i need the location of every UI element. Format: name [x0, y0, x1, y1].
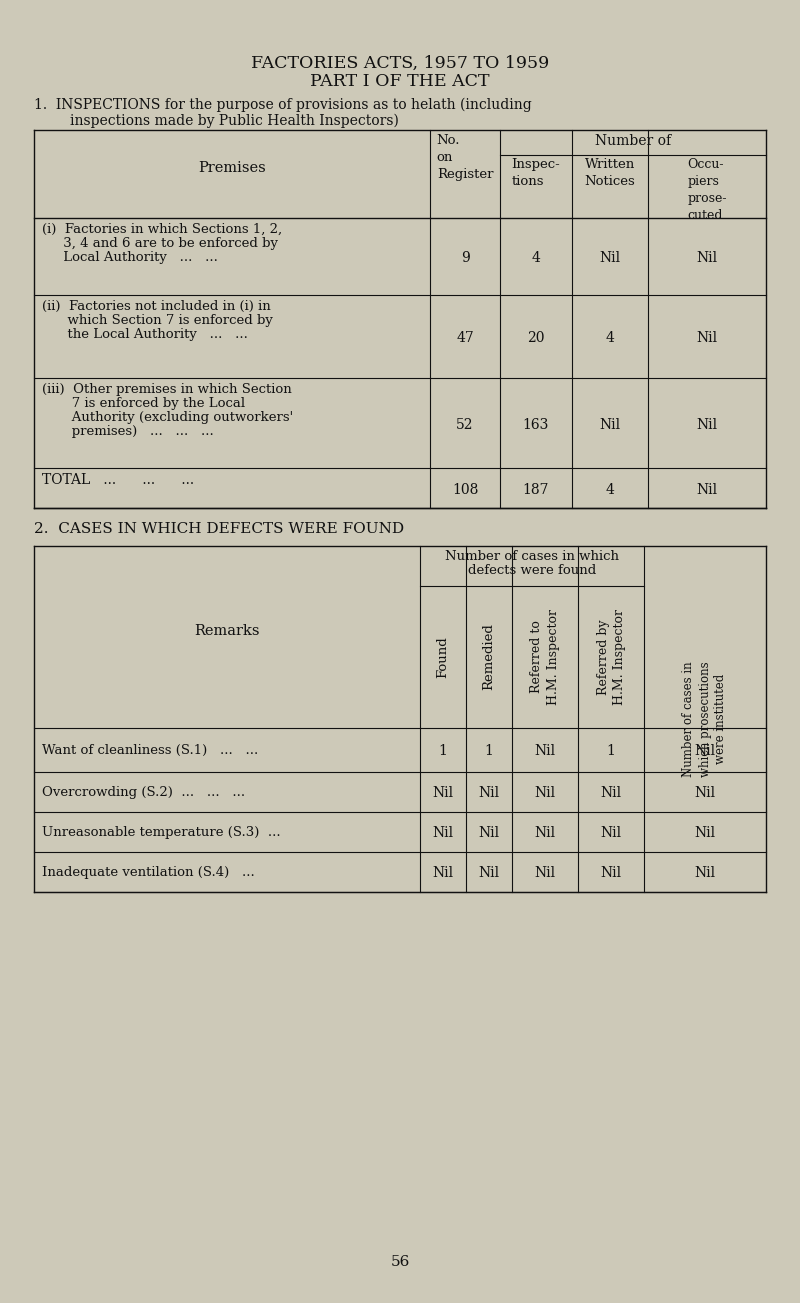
Text: Remedied: Remedied [482, 624, 495, 691]
Text: premises)   ...   ...   ...: premises) ... ... ... [42, 425, 214, 438]
Text: Nil: Nil [601, 786, 622, 800]
Text: Nil: Nil [478, 866, 499, 880]
Text: Nil: Nil [601, 866, 622, 880]
Text: Nil: Nil [433, 786, 454, 800]
Text: 20: 20 [527, 331, 545, 345]
Text: 1: 1 [485, 744, 494, 758]
Text: Nil: Nil [599, 418, 621, 433]
Text: 1.  INSPECTIONS for the purpose of provisions as to helath (including: 1. INSPECTIONS for the purpose of provis… [34, 98, 532, 112]
Text: 7 is enforced by the Local: 7 is enforced by the Local [42, 397, 245, 410]
Text: (iii)  Other premises in which Section: (iii) Other premises in which Section [42, 383, 292, 396]
Text: PART I OF THE ACT: PART I OF THE ACT [310, 73, 490, 90]
Text: Remarks: Remarks [194, 624, 260, 638]
Text: Nil: Nil [433, 866, 454, 880]
Text: TOTAL   ...      ...      ...: TOTAL ... ... ... [42, 473, 194, 487]
Text: (ii)  Factories not included in (i) in: (ii) Factories not included in (i) in [42, 300, 270, 313]
Text: (i)  Factories in which Sections 1, 2,: (i) Factories in which Sections 1, 2, [42, 223, 282, 236]
Text: Nil: Nil [694, 826, 715, 840]
Text: FACTORIES ACTS, 1957 TO 1959: FACTORIES ACTS, 1957 TO 1959 [251, 55, 549, 72]
Text: Nil: Nil [601, 826, 622, 840]
Text: Nil: Nil [697, 331, 718, 345]
Text: 2.  CASES IN WHICH DEFECTS WERE FOUND: 2. CASES IN WHICH DEFECTS WERE FOUND [34, 523, 404, 536]
Text: Nil: Nil [534, 826, 555, 840]
Text: 4: 4 [606, 331, 614, 345]
Text: Nil: Nil [694, 866, 715, 880]
Text: No.
on
Register: No. on Register [437, 134, 494, 181]
Text: Number of cases in
which prosecutions
were instituted: Number of cases in which prosecutions we… [682, 661, 727, 777]
Text: Nil: Nil [697, 483, 718, 496]
Text: Written
Notices: Written Notices [585, 158, 635, 188]
Text: Premises: Premises [198, 162, 266, 175]
Text: Referred by
H.M. Inspector: Referred by H.M. Inspector [597, 609, 626, 705]
Text: Number of: Number of [595, 134, 671, 149]
Text: Nil: Nil [433, 826, 454, 840]
Text: 3, 4 and 6 are to be enforced by: 3, 4 and 6 are to be enforced by [42, 237, 278, 250]
Text: Local Authority   ...   ...: Local Authority ... ... [42, 251, 218, 265]
Text: 187: 187 [522, 483, 550, 496]
Text: 52: 52 [456, 418, 474, 433]
Text: Referred to
H.M. Inspector: Referred to H.M. Inspector [530, 609, 559, 705]
Text: Inadequate ventilation (S.4)   ...: Inadequate ventilation (S.4) ... [42, 866, 254, 880]
Text: Nil: Nil [599, 251, 621, 266]
Text: Overcrowding (S.2)  ...   ...   ...: Overcrowding (S.2) ... ... ... [42, 786, 245, 799]
Text: 1: 1 [606, 744, 615, 758]
Text: 56: 56 [390, 1255, 410, 1269]
Text: 9: 9 [461, 251, 470, 266]
Text: 1: 1 [438, 744, 447, 758]
Text: Unreasonable temperature (S.3)  ...: Unreasonable temperature (S.3) ... [42, 826, 281, 839]
Text: Authority (excluding outworkers': Authority (excluding outworkers' [42, 410, 294, 423]
Text: 4: 4 [531, 251, 541, 266]
Text: Nil: Nil [534, 866, 555, 880]
Text: defects were found: defects were found [468, 564, 596, 577]
Text: Found: Found [437, 636, 450, 678]
Text: Nil: Nil [697, 418, 718, 433]
Text: inspections made by Public Health Inspectors): inspections made by Public Health Inspec… [70, 113, 399, 129]
Text: Nil: Nil [478, 786, 499, 800]
Text: Nil: Nil [694, 744, 715, 758]
Text: 108: 108 [452, 483, 478, 496]
Text: Number of cases in which: Number of cases in which [445, 550, 619, 563]
Text: Nil: Nil [478, 826, 499, 840]
Text: 47: 47 [456, 331, 474, 345]
Text: Want of cleanliness (S.1)   ...   ...: Want of cleanliness (S.1) ... ... [42, 744, 258, 757]
Text: which Section 7 is enforced by: which Section 7 is enforced by [42, 314, 273, 327]
Text: Nil: Nil [534, 744, 555, 758]
Text: 163: 163 [523, 418, 549, 433]
Text: 4: 4 [606, 483, 614, 496]
Text: the Local Authority   ...   ...: the Local Authority ... ... [42, 328, 248, 341]
Text: Inspec-
tions: Inspec- tions [512, 158, 560, 188]
Text: Nil: Nil [694, 786, 715, 800]
Text: Nil: Nil [697, 251, 718, 266]
Text: Occu-
piers
prose-
cuted: Occu- piers prose- cuted [687, 158, 726, 222]
Text: Nil: Nil [534, 786, 555, 800]
